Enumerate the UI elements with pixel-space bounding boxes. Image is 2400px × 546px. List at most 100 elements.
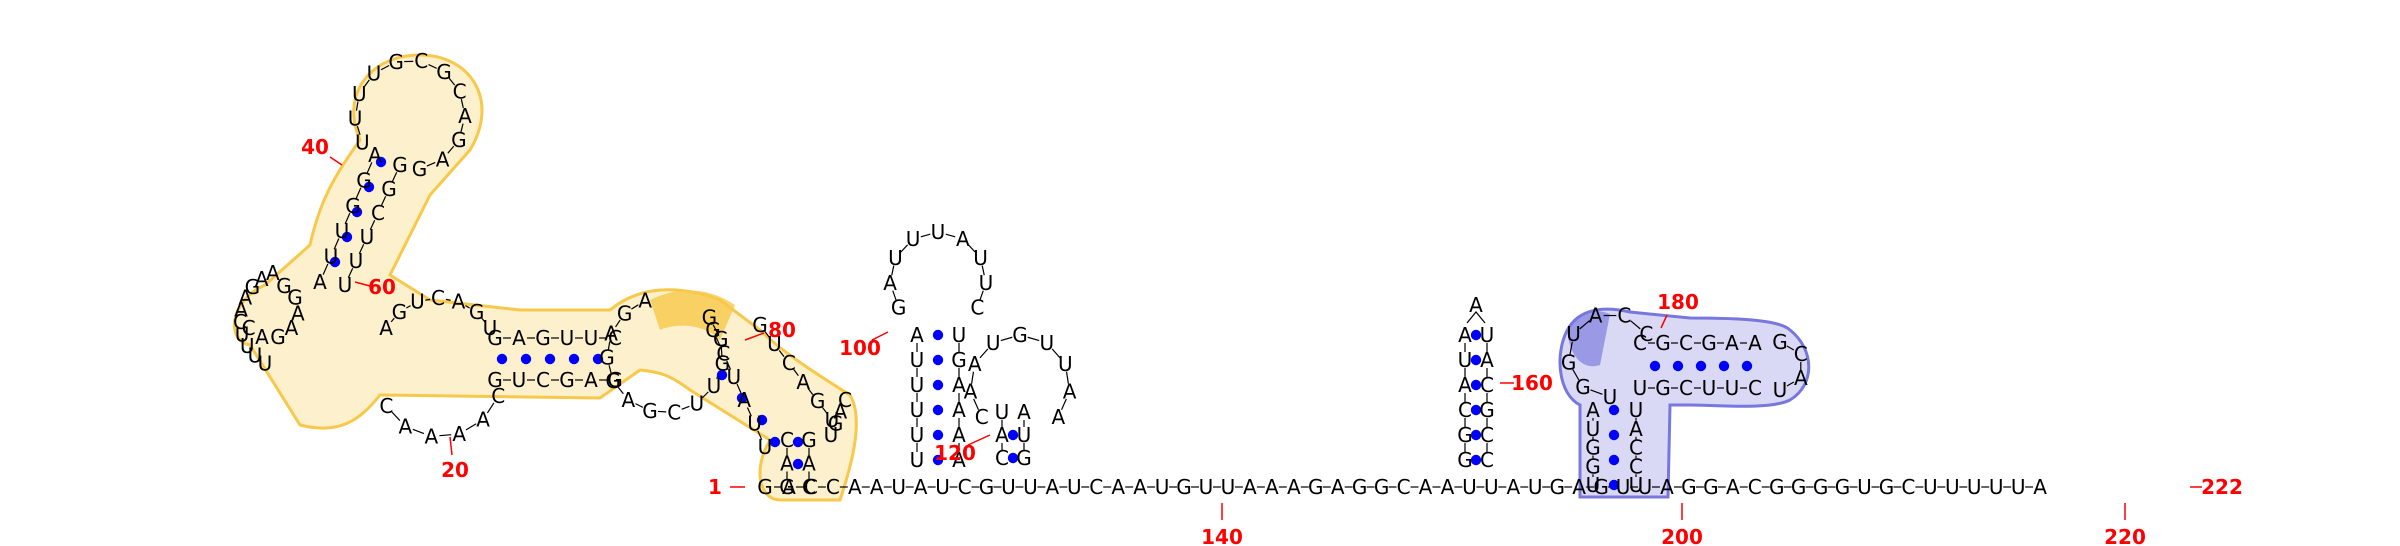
backbone-segment: [1466, 311, 1486, 324]
highlight-patch-180: [1567, 311, 1610, 367]
nucleotide: U: [910, 348, 925, 372]
base-pair-layer: [329, 156, 1753, 491]
base-pair-dot: [341, 231, 353, 243]
nucleotide: G: [891, 296, 907, 320]
backbone-segment: [617, 386, 624, 395]
label-tick: [329, 156, 343, 166]
nucleotide: U: [1058, 352, 1073, 376]
nucleotide: C: [536, 368, 550, 392]
nucleotide: U: [747, 412, 762, 436]
nucleotide: G: [1176, 475, 1192, 499]
nucleotide: C: [804, 475, 818, 499]
backbone-segment: [355, 101, 359, 111]
nucleotide: G: [1457, 423, 1473, 447]
nucleotide: G: [1772, 330, 1788, 354]
nucleotide: A: [1726, 475, 1740, 499]
nucleotide: U: [767, 332, 782, 356]
nucleotide: A: [737, 388, 751, 412]
base-pair-dot: [592, 353, 604, 365]
nucleotide: A: [1265, 475, 1279, 499]
nucleotide: C: [453, 79, 467, 103]
backbone-segment: [406, 305, 411, 309]
backbone-segment: [486, 402, 495, 414]
base-pair-dot: [1608, 429, 1620, 441]
nucleotide: U: [360, 225, 375, 249]
nucleotide: A: [780, 452, 794, 476]
nucleotide: C: [379, 394, 393, 418]
label-tick: [967, 434, 991, 446]
label-80: 80: [768, 318, 796, 342]
nucleotide: G: [276, 274, 292, 298]
nucleotide: G: [392, 153, 408, 177]
nucleotide: A: [1794, 366, 1808, 390]
label-1: 1: [708, 475, 722, 499]
backbone-segment: [900, 244, 909, 253]
nucleotide: G: [451, 128, 467, 152]
backbone-segment: [631, 304, 639, 310]
nucleotide: U: [906, 227, 921, 251]
nucleotide: U: [335, 219, 350, 243]
nucleotide: U: [1566, 322, 1581, 346]
nucleotide: G: [487, 368, 503, 392]
nucleotide: G: [270, 325, 286, 349]
nucleotide: C: [1480, 373, 1494, 397]
nucleotide: C: [1089, 475, 1103, 499]
nucleotide: U: [1629, 473, 1644, 497]
backbone-segment: [971, 371, 975, 384]
nucleotide: U: [324, 245, 339, 269]
backbone-segment: [945, 233, 956, 238]
backbone-segment: [355, 187, 362, 199]
nucleotide: G: [1835, 475, 1851, 499]
nucleotide: C: [608, 326, 622, 350]
nucleotide: G: [356, 168, 372, 192]
nucleotide: U: [726, 365, 741, 389]
nucleotide: G: [951, 348, 967, 372]
base-pair-dot: [375, 156, 387, 168]
nucleotide: G: [607, 368, 623, 392]
backbone-segment: [445, 298, 451, 301]
nucleotide: A: [291, 301, 305, 325]
nucleotide: U: [1923, 475, 1938, 499]
backbone-segment: [369, 220, 376, 230]
nucleotide: A: [1748, 331, 1762, 355]
nucleotide: G: [1791, 475, 1807, 499]
nucleotide: U: [931, 220, 946, 244]
nucleotide: G: [1655, 331, 1671, 355]
label-160: 160: [1511, 371, 1553, 395]
nucleotide: U: [352, 82, 367, 106]
backbone-segment: [425, 298, 431, 301]
nucleotide: A: [883, 271, 897, 295]
backbone-segment: [1569, 341, 1573, 355]
nucleotide: A: [1506, 475, 1520, 499]
highlight-layer: [233, 53, 1811, 502]
nucleotide: A: [995, 423, 1009, 447]
nucleotide: G: [1561, 350, 1577, 374]
nucleotide: G: [979, 475, 995, 499]
nucleotide: A: [1051, 405, 1065, 429]
nucleotide: U: [1633, 376, 1648, 400]
nucleotide: C: [491, 384, 505, 408]
nucleotide: A: [379, 316, 393, 340]
base-pair-dot: [792, 436, 804, 448]
nucleotide: G: [1374, 475, 1390, 499]
nucleotide: C: [1480, 448, 1494, 472]
backbone-segment: [439, 434, 452, 437]
backbone-segment: [391, 172, 398, 182]
base-pair-dot: [1695, 360, 1707, 372]
nucleotide: U: [1945, 475, 1960, 499]
nucleotide: U: [1629, 398, 1644, 422]
nucleotide: G: [757, 475, 773, 499]
nucleotide: C: [1458, 398, 1472, 422]
nucleotide: U: [410, 290, 425, 314]
nucleotide: A: [1586, 398, 1600, 422]
nucleotide: A: [313, 270, 327, 294]
nucleotide: U: [1023, 475, 1038, 499]
nucleotide: C: [1901, 475, 1915, 499]
backbone-segment: [920, 233, 931, 238]
backbone-segment: [712, 324, 718, 333]
base-pair-dot: [1470, 354, 1482, 366]
nucleotide: G: [487, 326, 503, 350]
backbone-segment: [793, 369, 799, 376]
label-180: 180: [1657, 290, 1699, 314]
